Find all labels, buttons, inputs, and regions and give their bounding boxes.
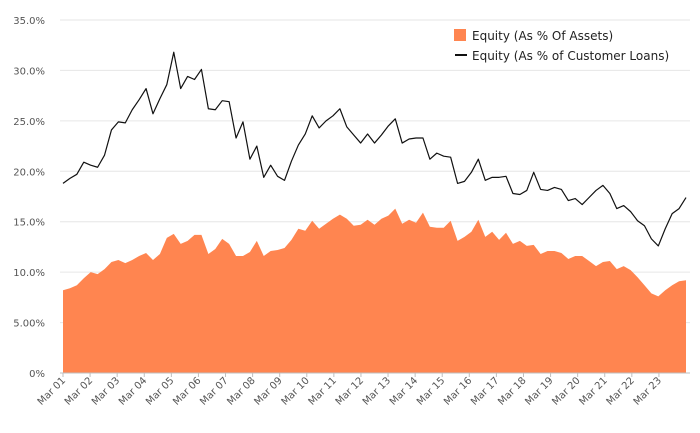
x-tick-label: Mar 04 [117,375,149,407]
legend-swatch-assets [454,29,466,41]
y-axis: 0% 5.00% 10.0% 15.0% 20.0% 25.0% 30.0% 35.0% [13,16,45,380]
x-tick-label: Mar 20 [550,375,582,407]
x-tick-label: Mar 06 [171,375,203,407]
x-tick-label: Mar 10 [280,375,312,407]
x-tick-label: Mar 21 [577,375,609,407]
y-tick-label: 35.0% [13,16,45,27]
x-tick-label: Mar 15 [415,375,447,407]
line-layer [62,51,687,247]
x-tick-label: Mar 19 [523,375,555,407]
x-tick-label: Mar 09 [252,375,284,407]
x-tick-label: Mar 11 [307,375,339,407]
x-tick-label: Mar 16 [442,375,474,407]
x-tick-label: Mar 23 [632,375,664,407]
x-tick-label: Mar 18 [496,375,528,407]
x-tick-label: Mar 08 [225,375,257,407]
x-tick-label: Mar 12 [334,375,366,407]
y-tick-label: 0% [29,369,45,380]
legend-item-loans: Equity (As % of Customer Loans) [455,49,669,63]
legend-label-loans: Equity (As % of Customer Loans) [472,49,669,63]
y-tick-label: 20.0% [13,167,45,178]
y-tick-label: 30.0% [13,66,45,77]
x-tick-label: Mar 13 [361,375,393,407]
x-tick-label: Mar 22 [605,375,637,407]
x-tick-label: Mar 05 [144,375,176,407]
legend: Equity (As % Of Assets) Equity (As % of … [454,29,669,63]
series-line-equity-loans [62,51,687,247]
legend-label-assets: Equity (As % Of Assets) [472,29,613,43]
y-tick-label: 5.00% [13,319,45,330]
series-area-equity-assets [63,208,686,373]
plot-area [63,208,686,373]
x-tick-label: Mar 03 [90,375,122,407]
x-tick-label: Mar 07 [198,375,230,407]
x-tick-label: Mar 14 [388,375,420,407]
x-tick-label: Mar 17 [469,375,501,407]
y-tick-label: 25.0% [13,117,45,128]
legend-item-assets: Equity (As % Of Assets) [454,29,613,43]
y-tick-label: 10.0% [13,268,45,279]
x-tick-label: Mar 02 [63,375,95,407]
y-tick-label: 15.0% [13,218,45,229]
x-tick-label: Mar 01 [36,375,68,407]
